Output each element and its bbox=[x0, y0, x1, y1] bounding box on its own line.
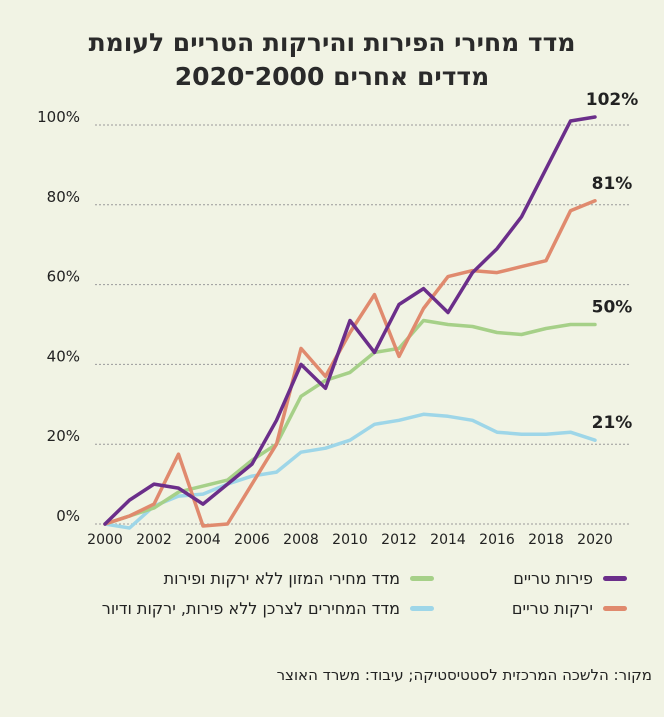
legend-label-food-index: מדד מחירי המזון ללא ירקות ופירות bbox=[163, 569, 400, 588]
x-tick-label: 2018 bbox=[528, 532, 564, 548]
legend-label-cpi: מדד המחירים לצרכן ללא פירות, ירקות ודיור bbox=[101, 599, 400, 618]
series-lines bbox=[103, 115, 597, 530]
legend-item-food-index: מדד מחירי המזון ללא ירקות ופירות bbox=[164, 569, 434, 588]
series-line-2 bbox=[103, 318, 597, 526]
legend-swatch-fresh-fruits bbox=[603, 576, 627, 581]
x-tick-label: 2014 bbox=[430, 532, 466, 548]
legend-item-fresh-fruits: פירות טריים bbox=[513, 569, 627, 588]
end-label-3: 21% bbox=[592, 413, 633, 433]
chart-title-line-2: מדדים אחרים 2000־2020 bbox=[174, 62, 490, 91]
x-tick-label: 2010 bbox=[332, 532, 368, 548]
end-labels: 102% 81% 50% 21% bbox=[586, 90, 639, 433]
series-line-1 bbox=[103, 199, 597, 528]
series-line-0 bbox=[103, 115, 597, 526]
gridlines bbox=[95, 124, 630, 525]
legend-item-fresh-vegetables: ירקות טריים bbox=[512, 599, 627, 618]
y-tick-label: 0% bbox=[56, 507, 80, 525]
y-tick-label: 20% bbox=[47, 427, 80, 445]
x-tick-label: 2000 bbox=[87, 532, 123, 548]
x-tick-label: 2002 bbox=[136, 532, 172, 548]
legend-swatch-food-index bbox=[410, 576, 434, 581]
y-tick-label: 80% bbox=[47, 188, 80, 206]
x-tick-label: 2004 bbox=[185, 532, 221, 548]
y-tick-label: 100% bbox=[37, 108, 80, 126]
legend-label-fresh-fruits: פירות טריים bbox=[513, 569, 593, 588]
legend-item-cpi: מדד המחירים לצרכן ללא פירות, ירקות ודיור bbox=[102, 599, 434, 618]
y-tick-label: 40% bbox=[47, 347, 80, 365]
end-label-0: 102% bbox=[586, 90, 639, 110]
y-axis-ticks: 0% 20% 40% 60% 80% 100% bbox=[37, 108, 80, 525]
y-tick-label: 60% bbox=[47, 268, 80, 286]
legend-label-fresh-vegetables: ירקות טריים bbox=[511, 599, 593, 618]
x-tick-label: 2016 bbox=[479, 532, 515, 548]
x-tick-label: 2020 bbox=[577, 532, 613, 548]
legend-swatch-cpi bbox=[410, 606, 434, 611]
legend-swatch-fresh-vegetables bbox=[603, 606, 627, 611]
end-label-1: 81% bbox=[592, 174, 633, 194]
x-tick-label: 2006 bbox=[234, 532, 270, 548]
chart-title-line-1: מדד מחירי הפירות והירקות הטריים לעומת bbox=[88, 28, 576, 57]
x-axis-ticks: 2000 2002 2004 2006 2008 2010 2012 2014 2016 2018… bbox=[87, 532, 613, 548]
x-tick-label: 2012 bbox=[381, 532, 417, 548]
end-label-2: 50% bbox=[592, 298, 633, 318]
x-tick-label: 2008 bbox=[283, 532, 319, 548]
chart-title: מדד מחירי הפירות והירקות הטריים לעומת מד… bbox=[0, 26, 664, 94]
source-note: מקור: הלשכה המרכזית לסטטיסטיקה; עיבוד: מ… bbox=[276, 666, 652, 684]
